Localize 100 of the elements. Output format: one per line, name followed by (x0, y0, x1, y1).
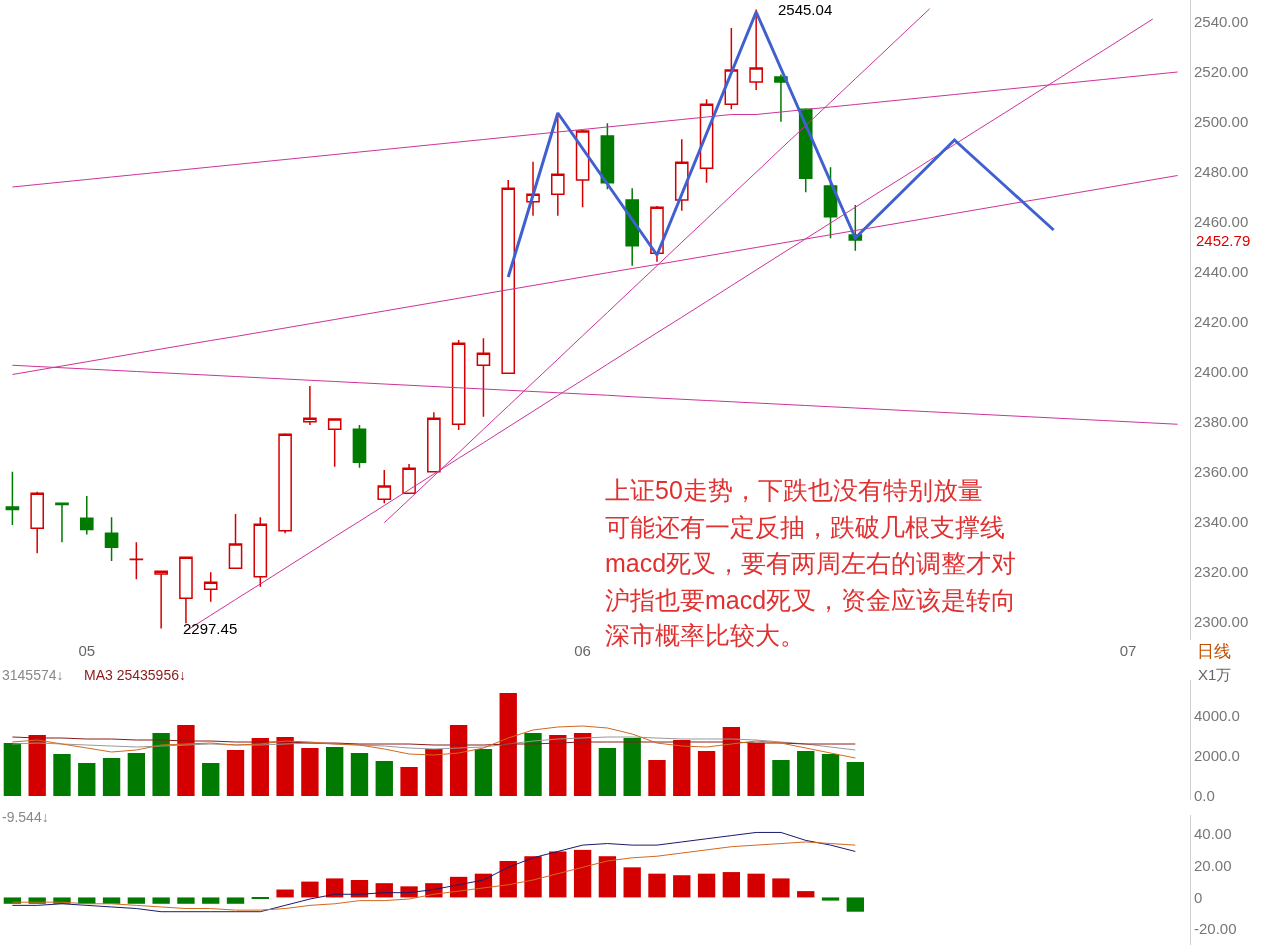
y-tick-label: 2360.00 (1194, 463, 1249, 481)
bar (3, 897, 22, 904)
candlestick (402, 463, 416, 494)
bar (177, 725, 195, 796)
bar (425, 749, 443, 796)
bar (127, 753, 146, 796)
bar (673, 875, 691, 898)
y-tick-label: 40.00 (1194, 825, 1232, 843)
bar (673, 740, 691, 796)
candlestick (104, 516, 119, 562)
bar (152, 897, 170, 904)
bar (226, 750, 245, 796)
bar (3, 743, 22, 796)
y-tick-label: 0 (1194, 888, 1203, 906)
y-tick-label: 2000.0 (1194, 747, 1240, 765)
x-tick-label: 05 (78, 642, 96, 659)
bar (524, 733, 542, 796)
bar (400, 886, 418, 898)
bar (127, 897, 146, 904)
candlestick (352, 424, 367, 469)
candlestick (749, 8, 763, 91)
y-tick-label: 2460.00 (1194, 213, 1249, 231)
bar (648, 760, 666, 796)
bar (78, 763, 96, 796)
text: 2452.79 (1196, 232, 1251, 249)
bar (722, 727, 741, 796)
annotation: 沪指也要macd死叉，资金应该是转向 (605, 586, 1017, 614)
bar (152, 733, 170, 796)
y-tick-label: 2480.00 (1194, 163, 1249, 181)
annotation: 3145574↓ (2, 667, 64, 683)
y-tick-label: -20.00 (1194, 920, 1237, 938)
annotation: 可能还有一定反抽，跌破几根支撑线 (605, 513, 1005, 541)
y-tick-label: 2540.00 (1194, 13, 1249, 31)
candlestick (5, 471, 20, 526)
candlestick (278, 432, 292, 534)
bar (226, 897, 245, 904)
candlestick (774, 73, 788, 123)
y-tick-label: 2400.00 (1194, 363, 1249, 381)
bar (400, 767, 418, 796)
y-tick-label: 2440.00 (1194, 263, 1249, 281)
candlestick (451, 339, 466, 431)
candlestick (600, 122, 615, 190)
bar (202, 897, 220, 904)
candlestick (427, 411, 441, 473)
y-tick-label: 2500.00 (1194, 113, 1249, 131)
bar (697, 751, 716, 796)
annotation: MA3 25435956↓ (84, 667, 186, 683)
candlestick (30, 491, 45, 554)
bar (772, 760, 790, 796)
bar (549, 851, 567, 898)
bar (697, 873, 716, 898)
bar (747, 873, 765, 898)
y-tick-label: 2320.00 (1194, 563, 1249, 581)
candlestick (79, 495, 94, 536)
bar (821, 754, 840, 796)
text: 日线 (1197, 642, 1231, 661)
bar (449, 725, 468, 796)
y-tick-label: 2420.00 (1194, 313, 1249, 331)
bar (102, 758, 121, 796)
bar (499, 860, 517, 898)
annotation: 2297.45 (183, 620, 238, 637)
candlestick (377, 469, 392, 504)
bar (573, 733, 592, 796)
bar (797, 751, 815, 796)
y-tick-label: 0.0 (1194, 787, 1215, 805)
bar (350, 753, 369, 796)
line-series (11, 736, 856, 746)
bar (722, 872, 741, 898)
x-tick-label: 06 (574, 642, 591, 659)
y-axis-title: X1万 (1198, 666, 1232, 683)
bar (326, 878, 344, 898)
y-tick-label: 2340.00 (1194, 513, 1249, 531)
bar (499, 693, 517, 796)
y-tick-label: 2380.00 (1194, 413, 1249, 431)
annotation: macd死叉，要有两周左右的调整才对 (605, 549, 1017, 577)
candlestick (501, 179, 516, 374)
candlestick (228, 513, 243, 569)
bar (598, 748, 617, 796)
y-tick-label: 4000.0 (1194, 707, 1240, 725)
annotation: -9.544↓ (2, 809, 49, 825)
y-tick-label: 20.00 (1194, 856, 1232, 874)
bar (648, 873, 666, 898)
bar (598, 856, 617, 898)
bar (623, 867, 641, 898)
bar (251, 738, 269, 796)
annotation: 深市概率比较大。 (605, 621, 805, 649)
bar (797, 891, 815, 898)
bar (772, 878, 790, 898)
bar (623, 738, 641, 796)
y-tick-label: 2520.00 (1194, 63, 1249, 81)
bar (326, 747, 344, 796)
bar (202, 763, 220, 796)
bar (846, 897, 864, 912)
bar (747, 743, 765, 796)
line-series (11, 725, 856, 759)
bar (821, 897, 840, 901)
bar (301, 748, 319, 796)
candlestick (203, 571, 218, 603)
candlestick (303, 385, 317, 426)
candlestick (55, 502, 69, 543)
